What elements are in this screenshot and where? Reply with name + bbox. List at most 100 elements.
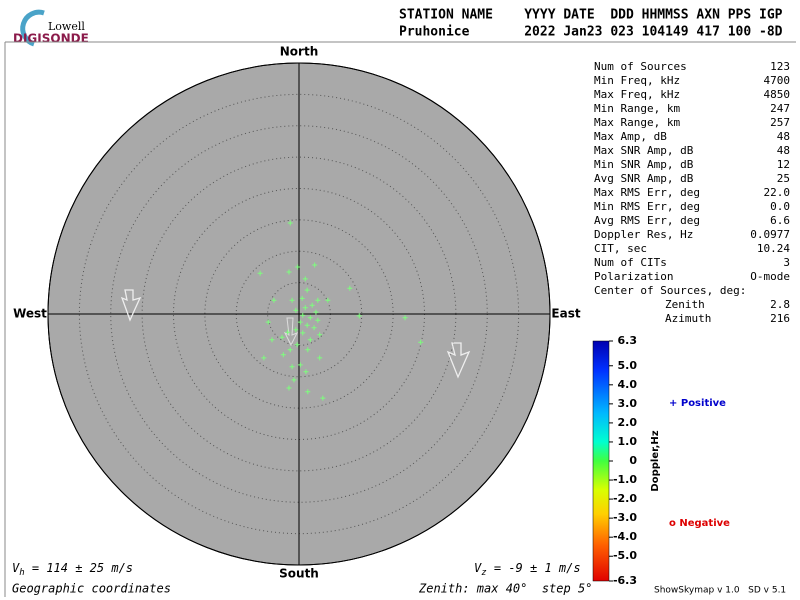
source-point: [280, 352, 286, 358]
source-point: [287, 220, 293, 226]
compass-label: North: [280, 45, 318, 59]
source-point: [261, 355, 267, 361]
header-line: STATION NAME YYYY DATE DDD HHMMSS AXN PP…: [399, 8, 783, 23]
source-point: [309, 302, 315, 308]
colorbar-tick-label: 1.0: [618, 435, 638, 448]
colorbar-title: Doppler,Hz: [650, 430, 661, 491]
source-point: [315, 297, 321, 303]
source-point: [303, 369, 309, 375]
source-point: [300, 330, 306, 336]
stat-value: 10.24: [757, 242, 790, 255]
stat-label: Doppler Res, Hz: [594, 228, 693, 241]
source-point: [313, 309, 319, 315]
source-point: [299, 295, 305, 301]
stat-value: 6.6: [770, 214, 790, 227]
source-point: [286, 385, 292, 391]
legend-entry: + Positive: [669, 398, 726, 409]
source-point: [295, 264, 301, 270]
stat-value: 48: [777, 144, 790, 157]
stat-label: Max RMS Err, deg: [594, 186, 700, 199]
drift-arrow: [446, 342, 471, 379]
stat-label: Num of CITs: [594, 256, 667, 269]
compass-label: East: [551, 307, 580, 321]
source-point: [305, 347, 311, 353]
stat-value: 0.0: [770, 200, 790, 213]
stat-label: Min Range, km: [594, 102, 680, 115]
source-point: [347, 285, 353, 291]
colorbar-tick-label: -4.0: [613, 530, 637, 543]
colorbar-tick-label: 4.0: [618, 378, 638, 391]
vz-sub: z: [481, 568, 486, 578]
colorbar-tick-label: 5.0: [618, 359, 638, 372]
colorbar: [592, 340, 610, 582]
stat-value: 4850: [764, 88, 791, 101]
legend-entry: o Negative: [669, 518, 730, 529]
source-point: [289, 364, 295, 370]
source-point: [302, 305, 308, 311]
stat-value: 257: [770, 116, 790, 129]
stat-label: CIT, sec: [594, 242, 647, 255]
stat-value: O-mode: [750, 270, 790, 283]
source-point: [286, 269, 292, 275]
colorbar-tick-label: 0: [629, 454, 637, 467]
stat-label: Max Range, km: [594, 116, 680, 129]
stat-label: Max SNR Amp, dB: [594, 144, 694, 157]
colorbar-tick-label: -1.0: [613, 473, 637, 486]
stat-value: 0.0977: [750, 228, 790, 241]
source-point: [307, 337, 313, 343]
stat-label: Avg SNR Amp, dB: [594, 172, 694, 185]
stat-value: 22.0: [764, 186, 791, 199]
colorbar-tick-label: -2.0: [613, 492, 637, 505]
stat-label: Min Freq, kHz: [594, 74, 680, 87]
source-point: [300, 312, 306, 318]
source-point: [271, 297, 277, 303]
source-point: [307, 315, 313, 321]
source-point: [315, 317, 321, 323]
stat-value: 4700: [764, 74, 791, 87]
center-row-value: 216: [770, 312, 790, 325]
source-point: [317, 332, 323, 338]
stat-label: Min SNR Amp, dB: [594, 158, 694, 171]
vh-sub: h: [19, 568, 24, 578]
colorbar-tick-label: 6.3: [618, 334, 638, 347]
vh-symbol: V: [12, 561, 20, 575]
colorbar-tick-label: -5.0: [613, 549, 637, 562]
source-point: [304, 287, 310, 293]
source-point: [269, 337, 275, 343]
vz-symbol: V: [474, 561, 482, 575]
source-point: [304, 322, 310, 328]
stat-value: 3: [783, 256, 790, 269]
source-point: [320, 395, 326, 401]
source-point: [305, 389, 311, 395]
source-point: [279, 334, 285, 340]
zenith-label: Zenith: max 40° step 5°: [418, 582, 592, 596]
source-point: [297, 362, 303, 368]
center-row-label: Zenith: [665, 298, 705, 311]
source-point: [325, 297, 331, 303]
coords-label: Geographic coordinates: [12, 582, 171, 596]
logo-top: Lowell: [48, 20, 85, 33]
vz-label: Vz = -9 ± 1 m/s: [474, 561, 581, 578]
source-point: [302, 276, 308, 282]
vz-text: = -9 ± 1 m/s: [487, 561, 581, 575]
source-point: [311, 325, 317, 331]
stat-label: Min RMS Err, deg: [594, 200, 700, 213]
source-point: [257, 270, 263, 276]
stat-value: 123: [770, 60, 790, 73]
colorbar-tick-label: -6.3: [613, 574, 637, 587]
stat-label: Max Amp, dB: [594, 130, 667, 143]
colorbar-tick-label: 2.0: [618, 416, 638, 429]
header-line: Pruhonice 2022 Jan23 023 104149 417 100 …: [399, 25, 783, 40]
source-point: [297, 319, 303, 325]
stat-value: 25: [777, 172, 790, 185]
stat-label: Num of Sources: [594, 60, 687, 73]
source-point: [265, 319, 271, 325]
source-point: [289, 297, 295, 303]
source-point: [418, 339, 424, 345]
center-row-label: Azimuth: [665, 312, 711, 325]
stat-label: Max Freq, kHz: [594, 88, 680, 101]
stat-label: Avg RMS Err, deg: [594, 214, 700, 227]
compass-label: South: [279, 567, 319, 581]
source-point: [317, 355, 323, 361]
